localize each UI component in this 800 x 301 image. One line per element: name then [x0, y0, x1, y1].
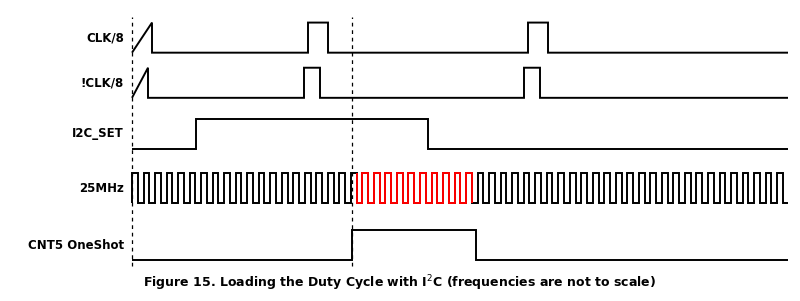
Text: I2C_SET: I2C_SET — [72, 127, 124, 141]
Text: CNT5 OneShot: CNT5 OneShot — [28, 239, 124, 252]
Text: !CLK/8: !CLK/8 — [81, 76, 124, 89]
Text: Figure 15. Loading the Duty Cycle with I$^2$C (frequencies are not to scale): Figure 15. Loading the Duty Cycle with I… — [143, 274, 657, 293]
Text: CLK/8: CLK/8 — [86, 31, 124, 44]
Text: 25MHz: 25MHz — [79, 182, 124, 195]
